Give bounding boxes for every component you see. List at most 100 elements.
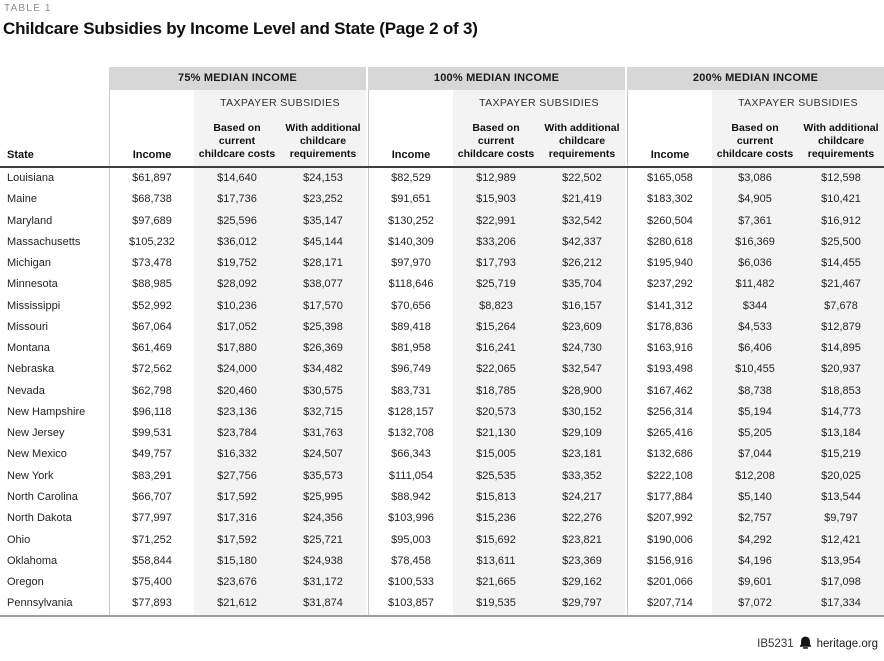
subsidy-additional-cell: $25,500 (798, 231, 884, 254)
table-row: North Dakota $77,997 $17,316 $24,356 $103,99… (0, 508, 884, 530)
table-row: Montana $61,469 $17,880 $26,369 $81,958 $16,2… (0, 338, 884, 360)
subsidy-current-cell: $23,136 (194, 401, 280, 424)
subsidy-additional-cell: $24,217 (539, 486, 625, 509)
table-row: Missouri $67,064 $17,052 $25,398 $89,418 $15,… (0, 316, 884, 339)
state-name-cell: Nevada (7, 384, 45, 397)
subsidy-current-cell: $11,482 (712, 274, 798, 296)
subsidy-current-cell: $5,140 (712, 486, 798, 509)
subsidy-additional-cell: $14,773 (798, 401, 884, 424)
subsidy-additional-cell: $38,077 (280, 274, 366, 296)
subsidy-additional-cell: $17,098 (798, 572, 884, 594)
subsidy-additional-cell: $31,763 (280, 423, 366, 445)
table-row: New Jersey $99,531 $23,784 $31,763 $132,708 $… (0, 423, 884, 445)
income-column-header: Income (650, 149, 690, 161)
income-group-200: $207,714 $7,072 $17,334 (627, 593, 884, 615)
income-column-header: Income (391, 149, 431, 161)
subsidy-additional-cell: $16,157 (539, 295, 625, 317)
income-group-200: $178,836 $4,533 $12,879 (627, 316, 884, 339)
subsidy-additional-cell: $31,172 (280, 572, 366, 594)
document-id: IB5231 (757, 638, 794, 650)
subsidy-additional-cell: $32,715 (280, 401, 366, 424)
subsidy-additional-cell: $25,995 (280, 486, 366, 509)
subsidy-additional-cell: $24,507 (280, 444, 366, 466)
income-group-75: $75,400 $23,676 $31,172 (109, 572, 366, 594)
subsidy-current-cell: $4,292 (712, 529, 798, 551)
income-cell: $75,400 (132, 576, 172, 589)
income-cell: $96,118 (132, 405, 172, 418)
state-name-cell: Minnesota (7, 278, 58, 291)
income-cell: $256,314 (647, 405, 693, 418)
subsidy-current-cell: $24,000 (194, 359, 280, 381)
subsidy-additional-cell: $17,334 (798, 593, 884, 615)
childcare-subsidies-table: 75% MEDIAN INCOME 100% MEDIAN INCOME 200… (0, 67, 884, 617)
subsidy-additional-cell: $22,276 (539, 508, 625, 530)
income-group-100: $66,343 $15,005 $23,181 (368, 444, 625, 466)
income-group-100: $97,970 $17,793 $26,212 (368, 253, 625, 275)
income-group-200: $222,108 $12,208 $20,025 (627, 465, 884, 487)
subsidy-additional-cell: $29,797 (539, 593, 625, 615)
subsidy-current-cell: $8,738 (712, 380, 798, 402)
income-group-200: $207,992 $2,757 $9,797 (627, 508, 884, 530)
income-group-75: $66,707 $17,592 $25,995 (109, 486, 366, 509)
state-column-spacer (0, 67, 107, 90)
income-cell: $103,857 (388, 597, 434, 610)
subsidy-additional-cell: $17,570 (280, 295, 366, 317)
table-row: Ohio $71,252 $17,592 $25,721 $95,003 $15,692 $… (0, 529, 884, 551)
income-group-100: $88,942 $15,813 $24,217 (368, 486, 625, 509)
taxpayer-subsidies-label: TAXPAYER SUBSIDIES (712, 90, 884, 117)
income-cell: $118,646 (388, 278, 434, 291)
income-group-100: $81,958 $16,241 $24,730 (368, 338, 625, 360)
subsidy-current-column-header: Based on current childcare costs (453, 117, 539, 166)
subsidy-current-cell: $6,406 (712, 338, 798, 360)
income-cell: $97,970 (391, 257, 431, 270)
subsidy-additional-cell: $28,171 (280, 253, 366, 275)
subsidy-additional-cell: $18,853 (798, 380, 884, 402)
subsidy-additional-cell: $13,184 (798, 423, 884, 445)
table-row: New York $83,291 $27,756 $35,573 $111,054 $25… (0, 465, 884, 487)
subsidy-additional-cell: $7,678 (798, 295, 884, 317)
subsidy-current-cell: $19,752 (194, 253, 280, 275)
table-row: North Carolina $66,707 $17,592 $25,995 $88,9… (0, 486, 884, 509)
income-group-200: TAXPAYER SUBSIDIES (627, 90, 884, 117)
subsidy-additional-cell: $21,467 (798, 274, 884, 296)
state-name-cell: Louisiana (7, 172, 55, 184)
subsidy-current-cell: $4,905 (712, 189, 798, 211)
income-cell: $83,291 (132, 469, 172, 482)
header-divider-rule (0, 166, 884, 168)
subsidy-additional-cell: $42,337 (539, 231, 625, 254)
income-cell: $207,992 (647, 512, 693, 525)
income-group-200: $141,312 $344 $7,678 (627, 295, 884, 317)
page-title: Childcare Subsidies by Income Level and … (3, 19, 478, 38)
state-name-cell: Pennsylvania (7, 597, 73, 610)
group-header-row: 75% MEDIAN INCOME 100% MEDIAN INCOME 200… (0, 67, 884, 90)
income-group-200: $265,416 $5,205 $13,184 (627, 423, 884, 445)
income-group-100: $140,309 $33,206 $42,337 (368, 231, 625, 254)
subsidy-current-cell: $7,044 (712, 444, 798, 466)
subsidy-current-cell: $25,535 (453, 465, 539, 487)
subsidy-current-cell: $22,065 (453, 359, 539, 381)
subsidy-additional-cell: $16,912 (798, 210, 884, 232)
subsidy-additional-cell: $12,879 (798, 316, 884, 339)
state-name-cell: Michigan (7, 257, 52, 270)
income-cell: $83,731 (391, 384, 431, 397)
table-row: New Mexico $49,757 $16,332 $24,507 $66,343 $1… (0, 444, 884, 466)
table-bottom-rule (0, 614, 884, 617)
income-cell: $61,897 (132, 172, 172, 184)
subsidy-current-cell: $7,361 (712, 210, 798, 232)
subsidy-additional-cell: $24,938 (280, 550, 366, 573)
subsidy-current-cell: $10,455 (712, 359, 798, 381)
income-group-200: $280,618 $16,369 $25,500 (627, 231, 884, 254)
subsidy-current-cell: $33,206 (453, 231, 539, 254)
subsidy-current-cell: $36,012 (194, 231, 280, 254)
subsidy-current-cell: $25,596 (194, 210, 280, 232)
subsidy-additional-cell: $22,502 (539, 168, 625, 190)
income-group-200: $256,314 $5,194 $14,773 (627, 401, 884, 424)
subsidy-current-cell: $20,573 (453, 401, 539, 424)
income-group-200: $260,504 $7,361 $16,912 (627, 210, 884, 232)
subsidy-additional-cell: $15,219 (798, 444, 884, 466)
income-cell: $132,686 (647, 448, 693, 461)
subsidy-additional-cell: $28,900 (539, 380, 625, 402)
income-cell: $105,232 (129, 235, 175, 248)
income-group-100: $78,458 $13,611 $23,369 (368, 550, 625, 573)
income-cell: $97,689 (132, 214, 172, 227)
